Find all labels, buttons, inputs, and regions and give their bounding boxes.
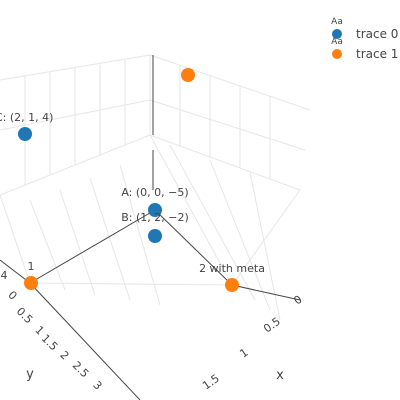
y-tick-label: 0 [5,288,19,302]
point-trace-0-0[interactable] [148,203,162,217]
x-axis-title: x [276,368,284,383]
legend-label: trace 1 [356,47,398,61]
legend-item-trace-0[interactable]: Aa trace 0 [331,17,398,41]
point-label: 2 with meta [199,262,265,275]
point-label: B: (1, 2, −2) [121,211,189,224]
point-label: 1 [28,260,35,273]
point-label: A: (0, 0, −5) [121,186,188,199]
legend-item-trace-1[interactable]: Aa trace 1 [331,37,398,61]
z-tick-label: 4 [1,269,8,282]
y-tick-label: 2.5 [70,359,92,381]
y-tick-label: 0.5 [14,305,36,327]
legend-marker [332,29,342,39]
point-trace-0-2[interactable] [18,127,32,141]
legend-symbol-text: Aa [331,17,343,27]
legend-label: trace 0 [356,27,398,41]
point-trace-1-2[interactable] [181,68,195,82]
x-tick-label: 1 [237,346,250,361]
axis-titles: xy [26,367,284,383]
point-trace-1-0[interactable] [24,276,38,290]
axis-ticks: 00.511.500.511.522.534 [1,269,305,393]
point-label: C: (2, 1, 4) [0,111,53,124]
legend-symbol-text: Aa [331,37,343,47]
legend-marker [332,49,342,59]
y-tick-label: 1.5 [39,332,61,354]
x-tick-label: 1.5 [200,372,222,393]
y-tick-label: 3 [90,378,104,392]
scene-backdrop [0,54,311,400]
legend[interactable]: Aa trace 0 Aa trace 1 [331,17,398,61]
x-tick-label: 0 [291,293,304,308]
y-axis-title: y [26,367,34,382]
point-trace-0-1[interactable] [148,229,162,243]
y-tick-label: 2 [57,348,71,362]
point-trace-1-1[interactable] [225,278,239,292]
data-points: A: (0, 0, −5) B: (1, 2, −2) C: (2, 1, 4) 1 2… [0,68,265,292]
